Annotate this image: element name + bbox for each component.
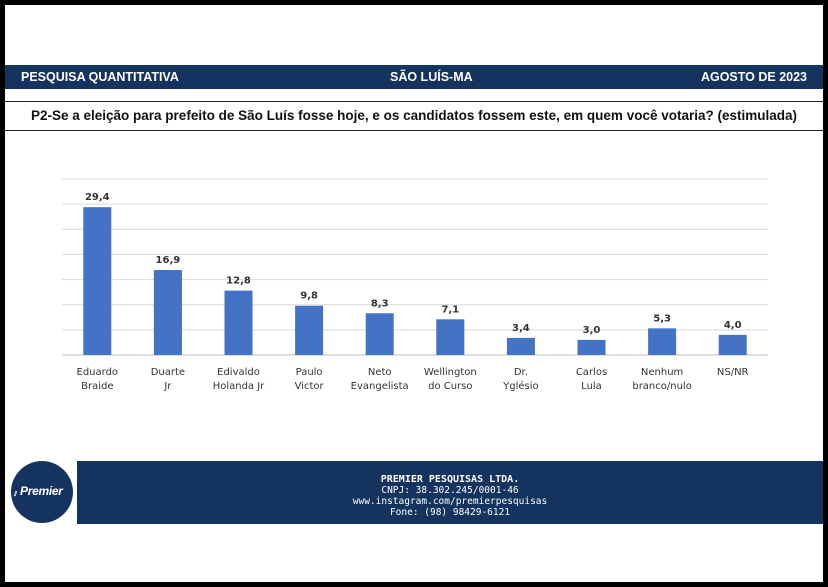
category-label: Edivaldo — [217, 367, 260, 378]
logo-text: Premier — [20, 484, 63, 498]
data-label: 3,0 — [583, 325, 601, 336]
header-bar: PESQUISA QUANTITATIVA SÃO LUÍS-MA AGOSTO… — [5, 65, 823, 89]
category-label: Dr. — [514, 367, 528, 378]
category-label: Carlos — [576, 367, 607, 378]
category-label: Yglésio — [502, 380, 539, 392]
header-date: AGOSTO DE 2023 — [700, 70, 807, 84]
data-label: 9,8 — [300, 291, 318, 302]
logo-mark-icon: ⫽ — [14, 491, 18, 498]
category-label: Nenhum — [641, 367, 683, 378]
bar — [577, 339, 606, 355]
category-label: Wellington — [424, 367, 477, 378]
data-label: 4,0 — [724, 320, 742, 331]
category-label: Paulo — [296, 367, 323, 378]
category-label: Braide — [81, 381, 113, 392]
category-label: do Curso — [428, 381, 472, 392]
bar — [224, 290, 253, 355]
category-label: Victor — [295, 381, 325, 392]
footer-instagram: www.instagram.com/premierpesquisas — [352, 496, 548, 507]
footer-phone: Fone: (98) 98429-6121 — [389, 507, 511, 518]
category-label: Lula — [581, 381, 602, 392]
bar-chart: 29,4 Eduardo Braide 16,9 Duarte Jr 12,8 Edivald… — [62, 178, 768, 392]
data-label: 3,4 — [512, 323, 530, 334]
header-survey-type: PESQUISA QUANTITATIVA — [21, 70, 179, 84]
premier-logo: ⫽ Premier — [11, 461, 73, 523]
category-label: Eduardo — [77, 367, 119, 378]
category-label: Holanda Jr — [213, 381, 265, 392]
data-label: 8,3 — [371, 298, 389, 309]
data-label: 16,9 — [156, 255, 181, 266]
category-label: Evangelista — [351, 381, 409, 392]
page: PESQUISA QUANTITATIVA SÃO LUÍS-MA AGOSTO… — [5, 5, 823, 582]
category-label: Duarte — [151, 367, 185, 378]
category-label: branco/nulo — [632, 381, 691, 392]
category-label: Jr — [163, 381, 172, 392]
bar — [506, 337, 535, 355]
question-title: P2-Se a eleição para prefeito de São Luí… — [5, 101, 823, 131]
category-label: NS/NR — [717, 367, 749, 378]
data-label: 29,4 — [85, 192, 110, 203]
bar — [718, 334, 747, 355]
bar — [153, 270, 182, 355]
data-label: 7,1 — [441, 304, 459, 315]
bar — [295, 305, 324, 355]
category-label: Neto — [368, 367, 392, 378]
bar — [365, 313, 394, 355]
header-location: SÃO LUÍS-MA — [390, 70, 473, 84]
footer-company: PREMIER PESQUISAS LTDA. — [380, 474, 520, 485]
data-label: 12,8 — [226, 276, 251, 287]
footer-bar: PREMIER PESQUISAS LTDA. CNPJ: 38.302.245… — [77, 461, 823, 524]
bar — [436, 319, 465, 355]
bar — [83, 207, 112, 355]
footer-cnpj: CNPJ: 38.302.245/0001-46 — [381, 485, 519, 496]
data-label: 5,3 — [653, 313, 671, 324]
bar — [648, 328, 677, 355]
